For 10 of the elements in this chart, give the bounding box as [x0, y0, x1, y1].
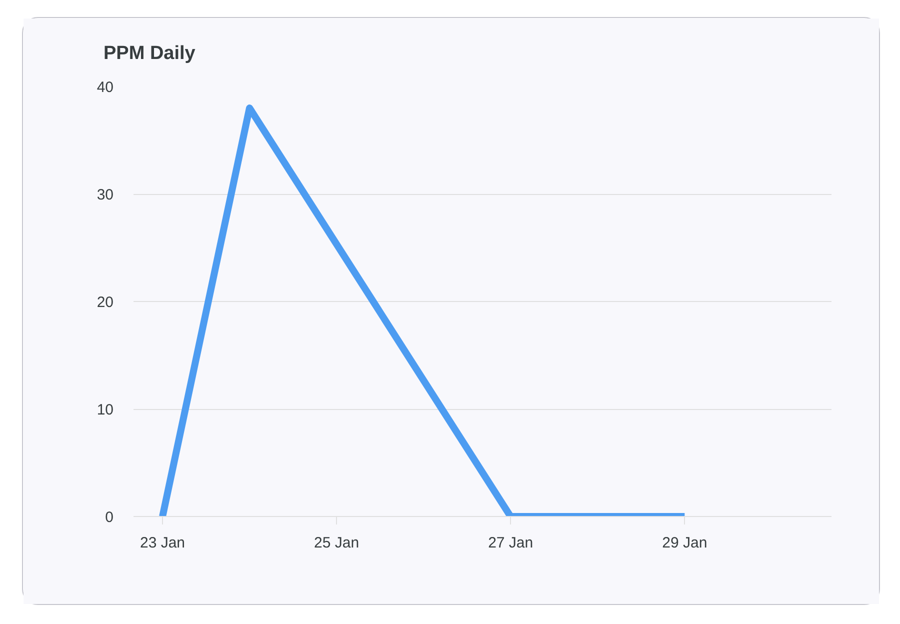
x-tick-label: 29 Jan	[662, 534, 708, 552]
y-tick-label: 10	[96, 402, 114, 418]
x-tick-label: 23 Jan	[140, 534, 186, 552]
chart-title: PPM Daily	[104, 43, 196, 64]
x-tick-label: 27 Jan	[488, 534, 534, 552]
y-tick-label: 0	[105, 509, 114, 526]
y-tick-label: 20	[96, 294, 114, 311]
y-tick-label: 40	[96, 79, 114, 96]
y-tick-label: 30	[96, 186, 114, 204]
x-tick-label: 25 Jan	[314, 534, 360, 552]
